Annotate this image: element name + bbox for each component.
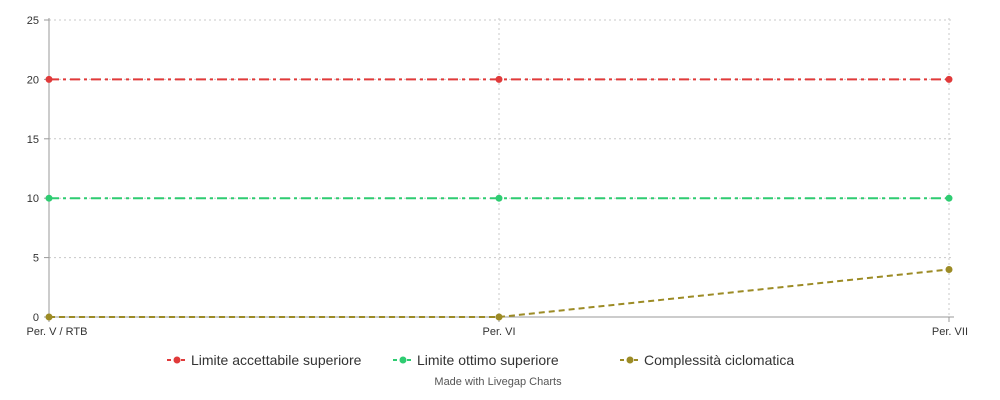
data-point: [945, 265, 953, 273]
data-point: [945, 194, 953, 202]
legend-label: Complessità ciclomatica: [644, 352, 794, 368]
legend-item: Limite accettabile superiore: [167, 352, 362, 368]
x-tick-label: Per. VI: [482, 326, 515, 338]
data-point: [495, 75, 503, 83]
series-layer: [45, 75, 953, 321]
legend-label: Limite accettabile superiore: [191, 352, 362, 368]
data-point: [45, 194, 53, 202]
legend-swatch-dot: [626, 356, 634, 364]
data-point: [495, 313, 503, 321]
data-point: [945, 75, 953, 83]
legend-swatch-dot: [173, 356, 181, 364]
y-tick-label: 25: [27, 15, 39, 27]
y-tick-label: 10: [27, 193, 39, 205]
legend-item: Limite ottimo superiore: [393, 352, 559, 368]
data-point: [495, 194, 503, 202]
y-tick-label: 5: [33, 253, 39, 265]
axis-layer: 0 5 10 15 20 25 Per. V / RTB Per. VI Per. VII: [27, 15, 968, 338]
y-tick-label: 20: [27, 74, 39, 86]
credit-text: Made with Livegap Charts: [434, 376, 562, 388]
grid-layer: [49, 18, 951, 317]
legend: Limite accettabile superiore Limite ottim…: [167, 352, 794, 368]
legend-swatch-dot: [399, 356, 407, 364]
x-tick-label: Per. V / RTB: [27, 326, 88, 338]
legend-label: Limite ottimo superiore: [417, 352, 559, 368]
legend-item: Complessità ciclomatica: [620, 352, 794, 368]
y-tick-label: 15: [27, 134, 39, 146]
x-tick-label: Per. VII: [932, 326, 968, 338]
data-point: [45, 313, 53, 321]
y-tick-label: 0: [33, 312, 39, 324]
data-point: [45, 75, 53, 83]
